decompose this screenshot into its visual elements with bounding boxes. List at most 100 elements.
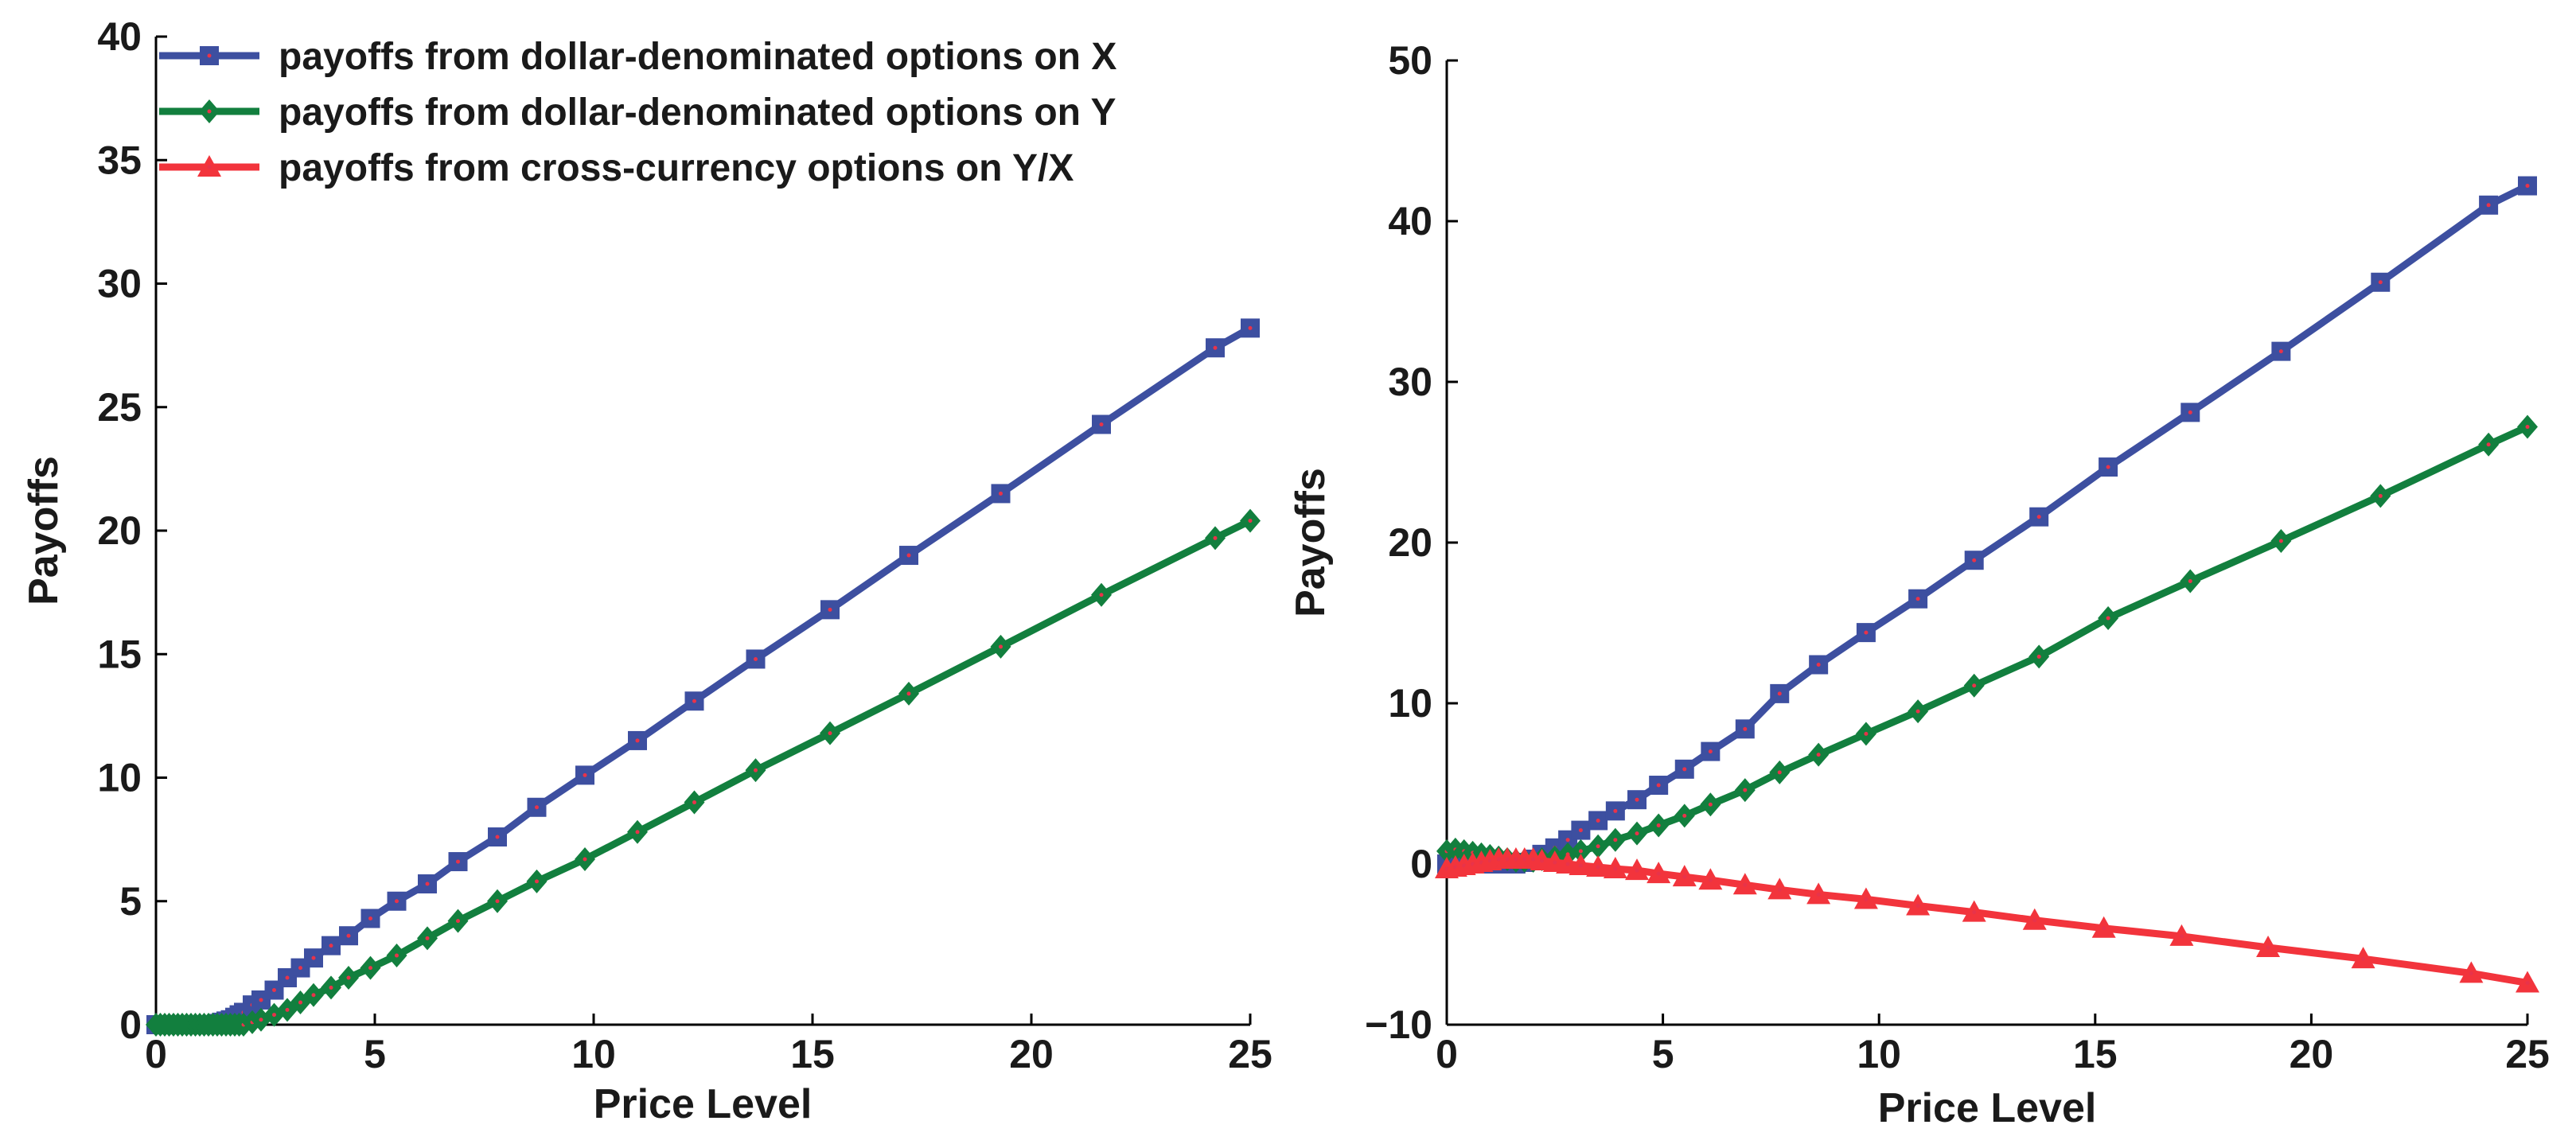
right-data-point-center — [1496, 857, 1501, 862]
left-y-ticks: 0 5 10 15 20 25 30 35 40 — [97, 14, 167, 1047]
right-y-tick-label: 20 — [1388, 520, 1432, 565]
right-data-point-center — [1915, 597, 1920, 601]
left-data-point-center — [259, 998, 263, 1002]
left-data-point-center — [259, 1018, 263, 1022]
right-data-point-center — [2036, 654, 2041, 659]
legend-label: payoffs from cross-currency options on Y… — [279, 147, 1074, 189]
left-data-point-center — [425, 881, 430, 886]
right-data-point-center — [1972, 683, 1977, 688]
left-data-point-center — [828, 607, 832, 612]
right-data-point-center — [2179, 934, 2184, 939]
left-data-point-center — [346, 975, 351, 980]
left-x-tick-label: 20 — [1009, 1032, 1054, 1076]
right-data-point-center — [2102, 926, 2106, 931]
right-data-point-center — [1596, 844, 1600, 849]
right-data-point-center — [1682, 874, 1687, 879]
left-series-group — [146, 318, 1261, 1037]
right-x-tick-label: 5 — [1652, 1032, 1674, 1076]
right-data-point-center — [1613, 808, 1618, 813]
right-data-point-center — [2278, 539, 2283, 543]
left-x-axis-label: Price Level — [594, 1081, 813, 1127]
right-series-group — [1435, 176, 2539, 993]
left-data-point-center — [1213, 345, 1218, 350]
left-data-point-center — [999, 644, 1003, 649]
right-data-point-center — [2036, 515, 2041, 520]
right-data-point-center — [1578, 828, 1583, 833]
right-data-point-center — [1972, 558, 1977, 562]
right-data-point-center — [1708, 749, 1713, 754]
right-data-point-center — [1682, 767, 1687, 772]
right-data-point-center — [1816, 663, 1821, 667]
left-data-point-center — [828, 731, 832, 736]
left-data-point-center — [906, 691, 911, 696]
left-data-point-center — [495, 835, 500, 839]
right-data-point-center — [1777, 691, 1782, 696]
left-data-point-center — [298, 966, 302, 971]
right-x-tick-label: 25 — [2505, 1032, 2550, 1076]
left-data-point-center — [368, 916, 372, 920]
right-x-tick-label: 10 — [1857, 1032, 1901, 1076]
right-data-point-center — [1972, 910, 1977, 915]
left-x-tick-label: 10 — [571, 1032, 616, 1076]
legend-marker-center — [207, 53, 212, 58]
right-data-point-center — [2188, 578, 2192, 583]
right-data-point-center — [1816, 892, 1821, 897]
right-data-point-center — [1540, 858, 1545, 863]
left-data-point-center — [1248, 325, 1253, 330]
left-data-point-center — [754, 768, 758, 772]
left-y-tick-label: 0 — [119, 1002, 142, 1047]
left-data-point-center — [692, 699, 696, 703]
right-data-point-center — [1565, 862, 1570, 866]
left-data-point-center — [535, 879, 539, 884]
legend-label: payoffs from dollar-denominated options … — [279, 36, 1117, 78]
left-data-point-center — [346, 933, 351, 938]
left-x-tick-label: 0 — [145, 1032, 167, 1076]
right-data-point-center — [1635, 868, 1639, 873]
legend-marker-center — [207, 109, 212, 114]
right-data-point-center — [2106, 616, 2110, 621]
right-data-point-center — [1565, 838, 1570, 843]
right-data-point-center — [1531, 857, 1536, 862]
left-data-point-center — [329, 985, 333, 990]
left-data-point-center — [395, 953, 399, 958]
right-x-tick-label: 0 — [1436, 1032, 1458, 1076]
right-data-point-center — [1743, 788, 1748, 792]
left-data-point-center — [1213, 535, 1218, 540]
left-x-ticks: 0 5 10 15 20 25 — [145, 1014, 1272, 1076]
right-data-point-center — [1864, 630, 1869, 635]
left-data-point-center — [285, 975, 290, 980]
right-data-point-center — [2486, 203, 2491, 208]
right-data-point-center — [1596, 818, 1600, 823]
left-data-point-center — [285, 1007, 290, 1012]
right-x-tick-label: 15 — [2073, 1032, 2118, 1076]
left-x-tick-label: 5 — [364, 1032, 386, 1076]
left-x-tick-label: 25 — [1228, 1032, 1272, 1076]
right-data-point-center — [2188, 410, 2192, 414]
left-y-axis-label: Payoffs — [21, 456, 67, 605]
left-data-point-center — [1248, 519, 1253, 523]
left-x-tick-label: 15 — [790, 1032, 835, 1076]
left-y-tick-label: 35 — [97, 138, 142, 182]
left-data-point-center — [395, 899, 399, 904]
right-data-point-center — [1522, 857, 1527, 862]
left-data-point-center — [999, 491, 1003, 496]
right-data-point-center — [1656, 823, 1661, 828]
right-y-ticks: −10 0 10 20 30 40 50 — [1365, 38, 1458, 1047]
right-x-tick-label: 20 — [2290, 1032, 2334, 1076]
right-data-point-center — [1708, 878, 1713, 882]
right-data-point-center — [1596, 865, 1600, 870]
right-data-point-center — [1635, 831, 1639, 836]
left-data-point-center — [906, 553, 911, 558]
left-data-point-center — [272, 1013, 276, 1018]
left-data-point-center — [495, 899, 500, 904]
left-y-tick-label: 25 — [97, 385, 142, 430]
right-data-point-center — [1505, 857, 1510, 862]
right-data-point-center — [1613, 866, 1618, 871]
right-data-point-center — [1777, 770, 1782, 775]
left-data-point-center — [311, 993, 316, 998]
right-data-point-center — [2378, 493, 2383, 498]
right-data-point-center — [1864, 731, 1869, 736]
